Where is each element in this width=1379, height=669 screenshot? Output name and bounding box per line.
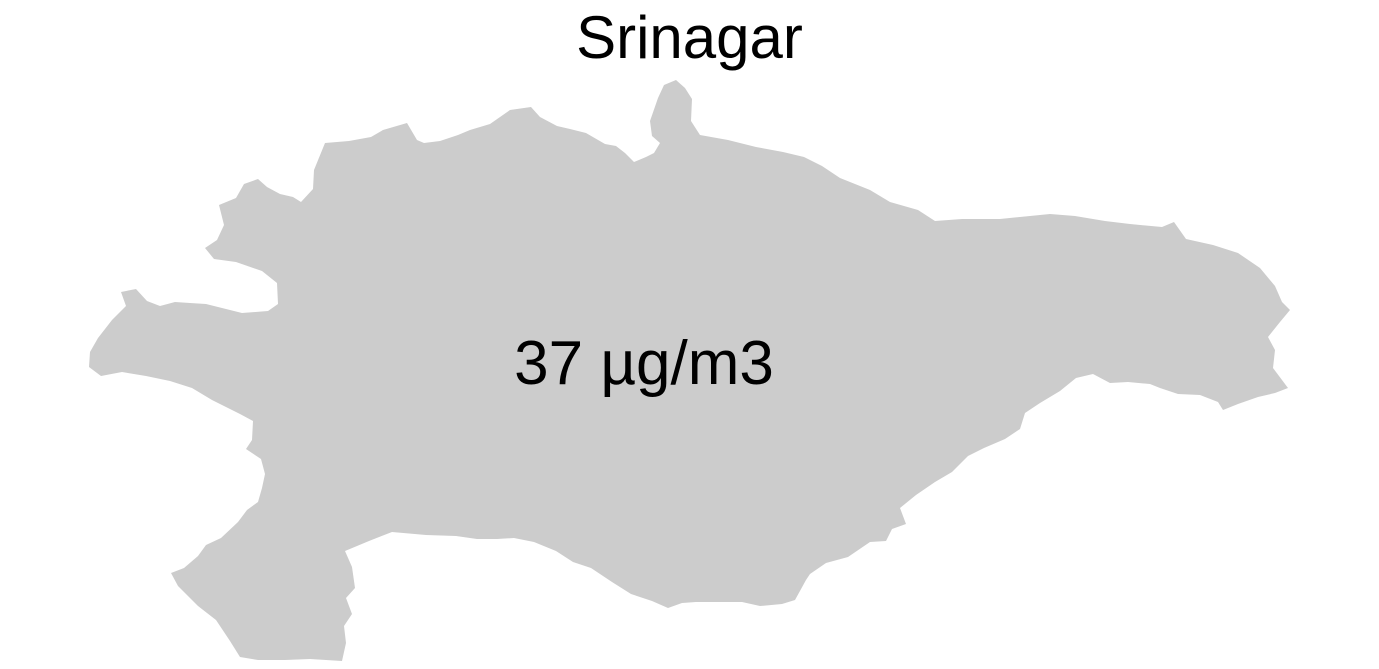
- map-title: Srinagar: [576, 4, 803, 71]
- region-value-label: 37 µg/m3: [514, 329, 774, 398]
- srinagar-region: [89, 80, 1290, 661]
